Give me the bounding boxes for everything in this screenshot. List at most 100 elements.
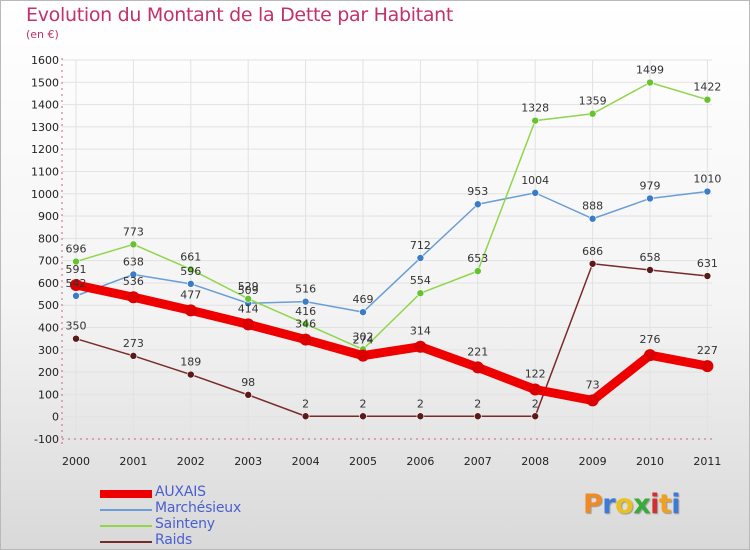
data-point-auxais — [586, 394, 599, 407]
data-label-auxais: 276 — [640, 333, 661, 346]
data-point-raids — [359, 412, 367, 421]
data-point-raids — [531, 412, 540, 421]
y-tick-label: 1100 — [31, 165, 59, 178]
data-label-marchsieux: 979 — [640, 179, 661, 192]
data-point-sainteny — [531, 116, 540, 125]
data-point-auxais — [471, 361, 484, 374]
data-point-marchsieux — [301, 297, 310, 306]
data-label-marchsieux: 1010 — [693, 173, 721, 186]
data-point-raids — [703, 272, 712, 280]
data-point-marchsieux — [359, 308, 367, 316]
proxiti-logo: Proxiti — [583, 489, 681, 520]
y-tick-label: 1000 — [31, 188, 59, 201]
data-point-marchsieux — [72, 292, 80, 300]
y-tick-label: 600 — [38, 277, 59, 290]
data-label-sainteny: 653 — [467, 252, 488, 265]
data-label-auxais: 414 — [238, 302, 259, 315]
data-point-marchsieux — [473, 200, 482, 209]
logo-letter: t — [658, 489, 672, 520]
data-point-marchsieux — [129, 270, 138, 279]
legend-swatch-sainteny — [100, 525, 152, 527]
y-tick-label: 1400 — [31, 99, 59, 112]
data-label-marchsieux: 469 — [353, 293, 374, 306]
x-tick-label: 2002 — [177, 455, 205, 468]
x-tick-label: 2001 — [119, 455, 147, 468]
data-point-raids — [588, 259, 597, 268]
series-line-raids — [75, 263, 709, 418]
y-tick-label: 200 — [38, 366, 59, 379]
y-tick-label: -100 — [34, 433, 59, 446]
data-point-raids — [72, 334, 80, 343]
data-point-sainteny — [129, 240, 138, 249]
data-label-raids: 350 — [66, 320, 87, 333]
data-point-raids — [301, 412, 310, 421]
data-point-sainteny — [703, 95, 712, 104]
data-label-raids: 2 — [532, 397, 539, 410]
data-point-raids — [473, 412, 482, 421]
data-label-sainteny: 1499 — [636, 64, 664, 77]
y-tick-label: 400 — [38, 322, 59, 335]
data-point-auxais — [242, 318, 255, 331]
data-label-sainteny: 302 — [353, 330, 374, 343]
x-tick-label: 2011 — [693, 455, 721, 468]
data-label-marchsieux: 542 — [66, 277, 87, 290]
data-label-auxais: 274 — [353, 334, 374, 347]
data-label-auxais: 73 — [586, 378, 600, 391]
data-point-raids — [187, 370, 195, 379]
data-label-raids: 2 — [302, 397, 309, 410]
x-tick-label: 2010 — [636, 455, 664, 468]
data-label-marchsieux: 509 — [238, 284, 259, 297]
data-point-auxais — [127, 291, 140, 304]
data-point-marchsieux — [187, 280, 195, 288]
y-tick-label: 900 — [38, 210, 59, 223]
data-label-auxais: 122 — [525, 368, 546, 381]
x-tick-label: 2009 — [579, 455, 607, 468]
data-point-sainteny — [72, 257, 80, 266]
data-point-marchsieux — [588, 214, 597, 223]
logo-letter: i — [671, 489, 681, 520]
chart-title: Evolution du Montant de la Dette par Hab… — [26, 4, 454, 26]
data-point-raids — [244, 391, 252, 399]
data-point-sainteny — [416, 289, 425, 297]
legend-swatch-raids — [100, 541, 152, 543]
data-point-auxais — [299, 333, 312, 346]
data-point-sainteny — [646, 78, 654, 87]
data-point-raids — [129, 352, 138, 360]
data-point-auxais — [184, 304, 197, 317]
logo-letter: r — [602, 489, 616, 520]
legend-swatch-auxais — [100, 490, 152, 498]
data-label-auxais: 314 — [410, 325, 431, 338]
data-label-marchsieux: 638 — [123, 255, 144, 268]
data-label-marchsieux: 953 — [467, 185, 488, 198]
data-label-marchsieux: 1004 — [521, 174, 549, 187]
data-label-sainteny: 1359 — [579, 95, 607, 108]
logo-letter: P — [583, 489, 603, 520]
data-label-raids: 2 — [360, 397, 367, 410]
logo-letter: i — [650, 489, 659, 520]
y-tick-label: 500 — [38, 299, 59, 312]
logo-letter: o — [615, 489, 634, 520]
logo-letter: x — [633, 489, 651, 520]
legend-label-marchesieux: Marchésieux — [155, 500, 242, 516]
data-label-sainteny: 661 — [180, 250, 201, 263]
data-label-auxais: 346 — [295, 318, 316, 331]
data-point-sainteny — [473, 267, 482, 275]
data-point-marchsieux — [531, 189, 540, 197]
x-tick-label: 2005 — [349, 455, 377, 468]
data-label-auxais: 477 — [180, 288, 201, 301]
data-point-sainteny — [588, 109, 597, 118]
data-label-sainteny: 696 — [66, 243, 87, 256]
data-label-marchsieux: 516 — [295, 283, 316, 296]
data-label-raids: 98 — [241, 376, 255, 389]
x-tick-label: 2007 — [464, 455, 492, 468]
y-tick-label: 100 — [38, 388, 59, 401]
x-tick-label: 2004 — [292, 455, 320, 468]
data-label-raids: 686 — [582, 245, 603, 258]
y-tick-label: 800 — [38, 232, 59, 245]
y-tick-label: 700 — [38, 255, 59, 268]
data-label-marchsieux: 712 — [410, 239, 431, 252]
data-label-auxais: 591 — [66, 263, 87, 276]
x-tick-label: 2008 — [521, 455, 549, 468]
